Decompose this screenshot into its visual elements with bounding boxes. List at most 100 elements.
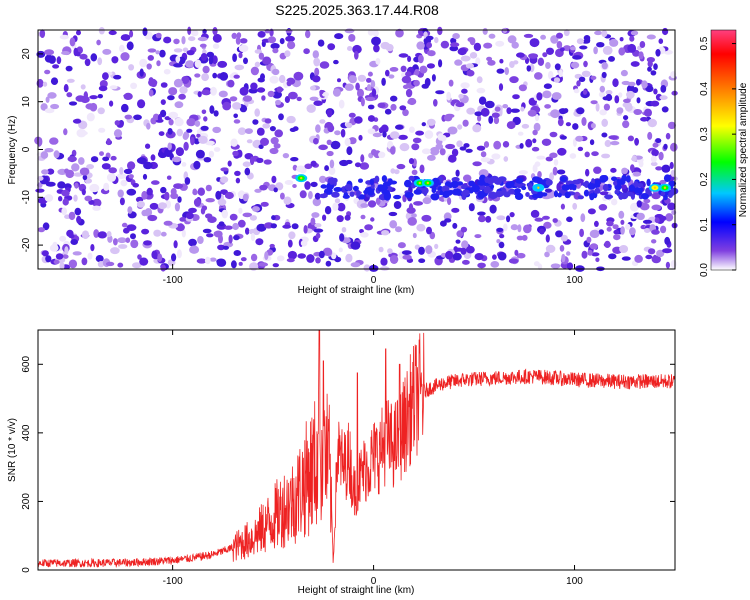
heatmap-cell <box>203 116 208 122</box>
heatmap-cell <box>103 182 110 191</box>
heatmap-cell <box>261 95 266 101</box>
y-tick-label: 200 <box>21 493 32 510</box>
heatmap-band-cell <box>367 188 375 196</box>
heatmap-cell <box>160 264 166 272</box>
heatmap-cell <box>310 217 316 226</box>
heatmap-cell <box>213 110 219 117</box>
heatmap-cell <box>206 51 215 58</box>
heatmap-cell <box>433 99 438 107</box>
heatmap-cell <box>84 58 91 67</box>
heatmap-cell <box>338 99 345 109</box>
heatmap-cell <box>120 34 131 41</box>
heatmap-cell <box>81 230 90 239</box>
heatmap-cell <box>260 137 269 146</box>
heatmap-cell <box>111 56 119 64</box>
heatmap-cell <box>234 64 245 71</box>
heatmap-cell <box>119 197 125 206</box>
heatmap-cell <box>248 228 256 235</box>
heatmap-cell <box>424 130 434 139</box>
heatmap-cell <box>175 147 184 157</box>
heatmap-cell <box>511 41 519 49</box>
heatmap-cell <box>110 247 120 255</box>
heatmap-cell <box>440 135 447 142</box>
heatmap-band-cell <box>352 185 359 192</box>
heatmap-cell <box>622 120 630 129</box>
heatmap-cell <box>217 60 228 68</box>
heatmap-cell <box>434 37 439 44</box>
heatmap-band-cell <box>572 179 581 185</box>
heatmap-cell <box>315 232 321 239</box>
heatmap-cell <box>367 29 375 36</box>
heatmap-band-cell <box>477 191 486 199</box>
heatmap-cell <box>550 35 559 44</box>
heatmap-cell <box>631 155 637 162</box>
heatmap-cell <box>113 238 118 246</box>
heatmap-cell <box>173 78 183 88</box>
x-tick-label: -100 <box>163 576 183 587</box>
heatmap-cell <box>605 90 613 95</box>
heatmap-cell <box>480 107 490 117</box>
heatmap-band-cell <box>514 188 521 194</box>
heatmap-cell <box>252 119 259 125</box>
heatmap-cell <box>390 146 396 155</box>
heatmap-cell <box>160 82 168 88</box>
heatmap-cell <box>238 52 243 59</box>
heatmap-cell <box>188 36 196 42</box>
heatmap-cell <box>233 74 240 79</box>
heatmap-cell <box>618 210 625 219</box>
heatmap-band-cell <box>611 176 618 182</box>
heatmap-cell <box>665 261 671 269</box>
heatmap-cell <box>347 46 353 51</box>
heatmap-cell <box>472 124 482 133</box>
heatmap-cell <box>49 137 59 145</box>
heatmap-cell <box>212 27 218 36</box>
heatmap-cell <box>288 231 296 240</box>
heatmap-cell <box>556 32 563 39</box>
heatmap-cell <box>193 160 201 170</box>
heatmap-cell <box>348 34 356 42</box>
heatmap-band-cell <box>560 176 568 182</box>
heatmap-cell <box>56 56 62 65</box>
heatmap-band-cell <box>604 194 614 200</box>
heatmap-cell <box>173 183 184 190</box>
heatmap-cell <box>619 37 624 42</box>
heatmap-cell <box>390 103 397 111</box>
heatmap-cell <box>213 230 223 238</box>
heatmap-cell <box>35 188 45 193</box>
heatmap-cell <box>651 229 660 235</box>
heatmap-cell <box>230 138 238 147</box>
heatmap-cell <box>553 77 561 83</box>
heatmap-cell <box>45 96 50 103</box>
heatmap-cell <box>506 121 516 130</box>
heatmap-cell <box>236 149 243 158</box>
heatmap-cell <box>188 207 197 213</box>
heatmap-cell <box>534 114 540 122</box>
heatmap-cell <box>398 53 409 58</box>
spectrogram-y-label: Frequency (Hz) <box>7 116 18 185</box>
heatmap-cell <box>326 139 332 145</box>
heatmap-cell <box>516 252 526 259</box>
heatmap-cell <box>237 219 246 228</box>
heatmap-cell <box>40 103 48 111</box>
heatmap-cell <box>136 157 147 165</box>
heatmap-cell <box>215 190 222 200</box>
heatmap-cell <box>274 129 284 138</box>
heatmap-cell <box>401 250 412 256</box>
heatmap-band-cell <box>494 178 502 185</box>
heatmap-cell <box>413 201 424 206</box>
heatmap-cell <box>250 66 259 76</box>
heatmap-cell <box>602 45 613 55</box>
x-tick-label: -100 <box>163 275 183 286</box>
heatmap-cell <box>380 257 388 266</box>
heatmap-cell <box>525 138 533 148</box>
heatmap-cell <box>182 133 189 140</box>
heatmap-cell <box>249 156 255 165</box>
heatmap-cell <box>439 148 446 156</box>
heatmap-cell <box>408 158 415 165</box>
heatmap-band-cell <box>420 186 429 195</box>
y-tick-label: 0 <box>21 146 32 152</box>
heatmap-band-cell <box>369 178 374 185</box>
y-tick-label: 0 <box>21 567 32 573</box>
heatmap-cell <box>411 169 418 175</box>
